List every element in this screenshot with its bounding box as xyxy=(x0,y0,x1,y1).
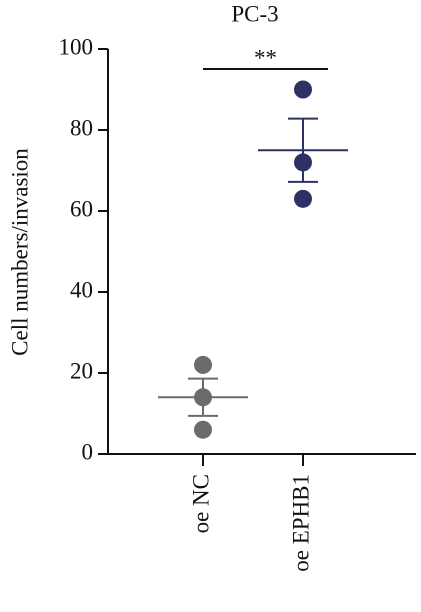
y-tick-label: 20 xyxy=(70,358,93,383)
y-tick-label: 100 xyxy=(59,34,94,59)
y-tick-label: 0 xyxy=(82,439,94,464)
chart-title: PC-3 xyxy=(231,1,278,26)
data-point xyxy=(194,420,212,439)
x-tick-label: oe NC xyxy=(188,474,213,533)
x-tick-label: oe EPHB1 xyxy=(288,474,313,572)
y-tick-label: 80 xyxy=(70,115,93,140)
y-axis-label: Cell numbers/invasion xyxy=(7,148,32,356)
data-point xyxy=(194,355,212,374)
y-tick-label: 60 xyxy=(70,196,93,221)
data-point xyxy=(294,80,312,99)
significance-label: ** xyxy=(254,45,277,70)
y-tick-label: 40 xyxy=(70,277,93,302)
data-point xyxy=(294,189,312,208)
